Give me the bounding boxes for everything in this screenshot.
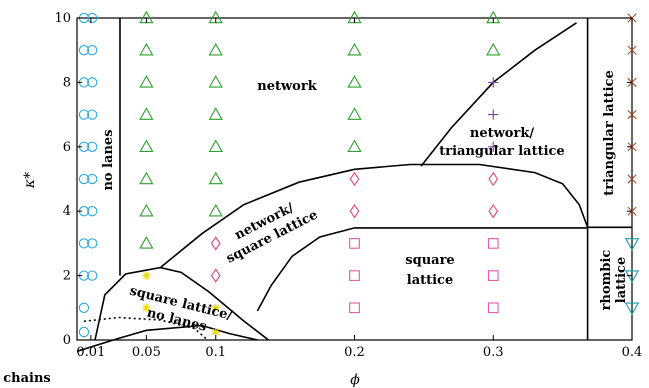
marker-circle — [87, 206, 98, 217]
y-tick-label: 2 — [63, 269, 71, 284]
boundary-square-lattice-no-lanes — [94, 266, 269, 341]
boundary-network — [159, 163, 589, 269]
marker-diamond — [488, 204, 499, 219]
marker-cross — [627, 174, 637, 184]
marker-triangle-down — [624, 302, 640, 316]
data-markers — [78, 10, 640, 338]
marker-triangle-up — [139, 171, 154, 185]
marker-square — [349, 238, 360, 249]
region-label-line: lattice — [407, 273, 454, 288]
phase-boundaries — [76, 18, 632, 353]
region-label-triangular-lattice: triangular lattice — [602, 70, 617, 195]
x-tick-label: 0.3 — [483, 345, 504, 360]
marker-diamond — [210, 236, 221, 251]
marker-triangle-up — [139, 236, 154, 249]
marker-star — [142, 303, 151, 312]
region-label-rhombic-lattice: rhombiclattice — [599, 250, 629, 311]
marker-triangle-up — [208, 107, 223, 120]
marker-diamond — [210, 268, 221, 283]
marker-square — [349, 302, 360, 314]
marker-circle — [87, 173, 98, 185]
marker-circle — [87, 109, 98, 120]
marker-star — [142, 271, 151, 280]
marker-diamond — [488, 171, 499, 187]
marker-circle — [78, 238, 90, 249]
marker-circle — [78, 45, 90, 56]
marker-diamond — [349, 204, 360, 219]
boundary-chains — [76, 324, 258, 353]
x-tick-label: 0.1 — [205, 345, 226, 360]
boundary-chains-dotted — [83, 316, 208, 341]
marker-cross — [627, 110, 637, 120]
marker-triangle-up — [347, 107, 362, 120]
y-tick-label: 4 — [63, 204, 71, 219]
marker-circle — [87, 12, 98, 24]
y-tick-label: 10 — [54, 11, 71, 26]
y-tick-label: 0 — [63, 333, 71, 348]
marker-triangle-up — [139, 139, 154, 153]
marker-triangle-up — [486, 42, 501, 56]
marker-circle — [87, 141, 98, 152]
marker-circle — [87, 77, 98, 88]
region-label-line: network/ — [470, 126, 534, 141]
marker-circle — [87, 270, 98, 281]
marker-diamond — [349, 171, 360, 187]
marker-triangle-up — [208, 139, 223, 153]
marker-triangle-up — [139, 75, 154, 88]
marker-square — [349, 270, 360, 281]
region-label-line: square — [405, 253, 454, 268]
region-label-line: rhombic — [599, 250, 614, 311]
boundary-square-lattice — [256, 227, 588, 312]
region-label-line: triangular lattice — [439, 144, 564, 159]
marker-star — [211, 303, 220, 312]
marker-triangle-down — [624, 238, 640, 251]
y-tick-label: 8 — [63, 75, 71, 90]
region-label-line: lattice — [614, 257, 629, 304]
marker-circle — [87, 238, 98, 249]
marker-triangle-up — [347, 42, 362, 56]
marker-cross — [627, 45, 637, 55]
x-tick-label: 0.2 — [344, 345, 365, 360]
marker-triangle-up — [139, 203, 154, 217]
region-label-square-lattice: square lattice — [405, 253, 454, 288]
y-tick-label: 6 — [63, 140, 71, 155]
x-tick-label: 0.05 — [132, 345, 161, 360]
marker-star — [211, 327, 220, 336]
marker-triangle-up — [347, 75, 362, 88]
region-label-network-triangular-lattice: network/triangular lattice — [439, 126, 564, 159]
x-axis-label: ϕ — [350, 372, 360, 388]
marker-triangle-up — [208, 171, 223, 185]
y-axis-label: κ* — [22, 172, 38, 189]
marker-plus — [488, 77, 499, 88]
marker-triangle-up — [208, 203, 223, 217]
x-tick-label: 0.4 — [622, 345, 643, 360]
marker-circle — [78, 302, 90, 313]
marker-plus — [488, 109, 499, 120]
marker-triangle-up — [139, 107, 154, 120]
marker-circle — [87, 45, 98, 56]
marker-circle — [78, 173, 90, 185]
x-tick-label: 0.01 — [76, 345, 105, 360]
region-label-network: network — [257, 79, 317, 94]
marker-square — [487, 270, 499, 281]
region-label-no-lanes: no lanes — [101, 129, 116, 190]
marker-square — [487, 238, 499, 249]
marker-square — [487, 302, 499, 314]
marker-triangle-up — [347, 139, 362, 153]
marker-plus — [488, 141, 499, 152]
marker-circle — [78, 326, 90, 338]
marker-circle — [78, 109, 90, 120]
marker-triangle-up — [208, 42, 223, 56]
marker-triangle-up — [139, 42, 154, 56]
region-label-network-square-lattice: network/square lattice — [216, 192, 320, 266]
marker-triangle-up — [208, 75, 223, 88]
marker-triangle-down — [624, 270, 640, 283]
axes: 0.01 0.05 0.1 0.2 0.3 0.4 0 2 4 6 8 10 — [54, 11, 642, 360]
region-label-chains: chains — [3, 371, 51, 386]
